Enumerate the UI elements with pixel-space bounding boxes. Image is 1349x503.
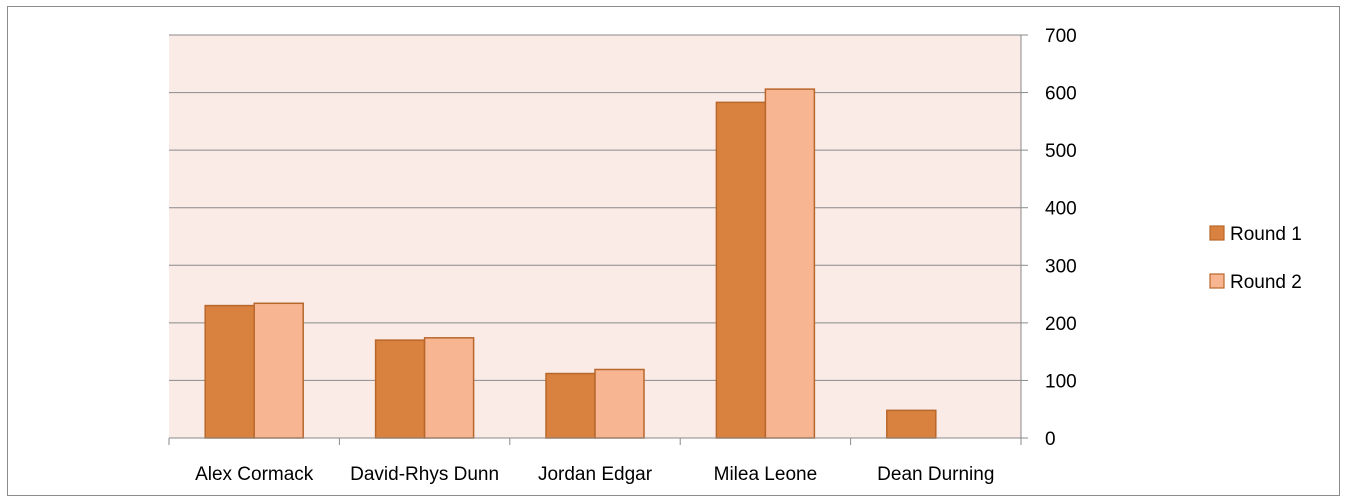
legend: Round 1 Round 2: [1209, 224, 1302, 293]
y-tick-label: 200: [1045, 314, 1077, 335]
y-tick-label: 100: [1045, 371, 1077, 392]
legend-swatch: [1209, 225, 1225, 241]
y-tick-label: 700: [1045, 26, 1077, 47]
bars: [204, 88, 937, 439]
bar-round-2-david-rhys-dunn: [423, 337, 475, 439]
bar-round-1-alex-cormack: [204, 304, 255, 439]
bar-round-1-david-rhys-dunn: [374, 339, 426, 439]
axes: [168, 35, 1022, 445]
x-tick-label: David-Rhys Dunn: [350, 464, 499, 485]
bar-round-2-jordan-edgar: [594, 368, 645, 439]
y-tick-label: 600: [1045, 84, 1077, 105]
legend-swatch: [1209, 273, 1225, 289]
x-tick-label: Alex Cormack: [195, 464, 314, 485]
x-tick-label: Dean Durning: [877, 464, 994, 485]
bar-round-2-milea-leone: [764, 88, 816, 439]
legend-label: Round 2: [1230, 272, 1302, 293]
y-axis-tick-labels: 0 100 200 300 400 500 600 700: [1045, 26, 1077, 450]
x-tick-label: Milea Leone: [714, 464, 818, 485]
bar-round-1-milea-leone: [715, 101, 767, 439]
y-tick-label: 400: [1045, 199, 1077, 220]
y-tick-label: 0: [1045, 429, 1056, 450]
y-tick-label: 500: [1045, 141, 1077, 162]
x-axis-tick-labels: Alex Cormack David-Rhys Dunn Jordan Edgar M…: [195, 464, 994, 485]
y-tick-label: 300: [1045, 256, 1077, 277]
legend-label: Round 1: [1230, 224, 1302, 245]
bar-round-2-alex-cormack: [253, 302, 304, 439]
x-tick-label: Jordan Edgar: [538, 464, 653, 485]
bar-round-1-jordan-edgar: [545, 372, 596, 439]
bar-round-1-dean-durning: [886, 409, 937, 439]
